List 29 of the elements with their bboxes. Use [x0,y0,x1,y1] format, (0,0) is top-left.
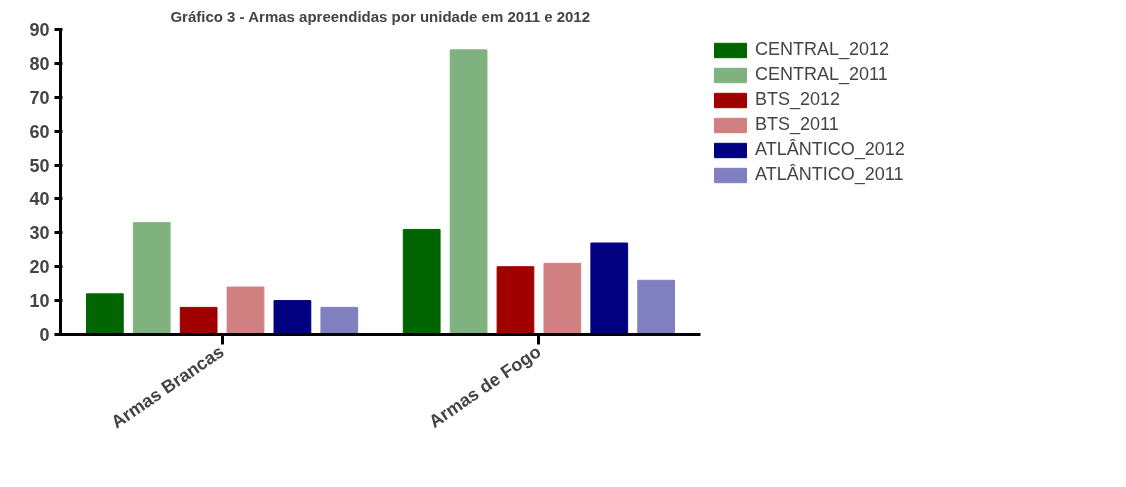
bar [496,266,535,335]
y-tick-label: 70 [29,87,50,108]
bar [132,222,171,335]
y-tick-label: 40 [29,189,50,210]
y-tick-label: 80 [29,53,50,74]
legend-label: CENTRAL_2012 [755,39,890,60]
y-tick-label: 90 [29,20,50,40]
bar [85,293,124,335]
y-tick-label: 60 [29,121,50,142]
y-tick-label: 20 [29,257,50,278]
legend-label: ATLÂNTICO_2011 [755,164,904,185]
legend-label: BTS_2012 [755,89,841,110]
bar [402,228,441,335]
bar [590,242,629,335]
y-tick-label: 10 [29,291,50,312]
bar [449,49,488,335]
bar [226,286,265,335]
bar [543,262,582,335]
bar [179,306,218,335]
y-tick-label: 30 [29,223,50,244]
bar [637,279,676,335]
bar [273,300,312,335]
legend-label: BTS_2011 [755,114,839,135]
chart-title: Gráfico 3 - Armas apreendidas por unidade em 2011 e 2012 [170,7,591,25]
legend-label: CENTRAL_2011 [755,64,888,85]
bar [320,306,359,335]
y-tick-label: 50 [29,155,50,176]
legend-label: ATLÂNTICO_2012 [755,139,905,160]
y-tick-label: 0 [39,325,50,345]
